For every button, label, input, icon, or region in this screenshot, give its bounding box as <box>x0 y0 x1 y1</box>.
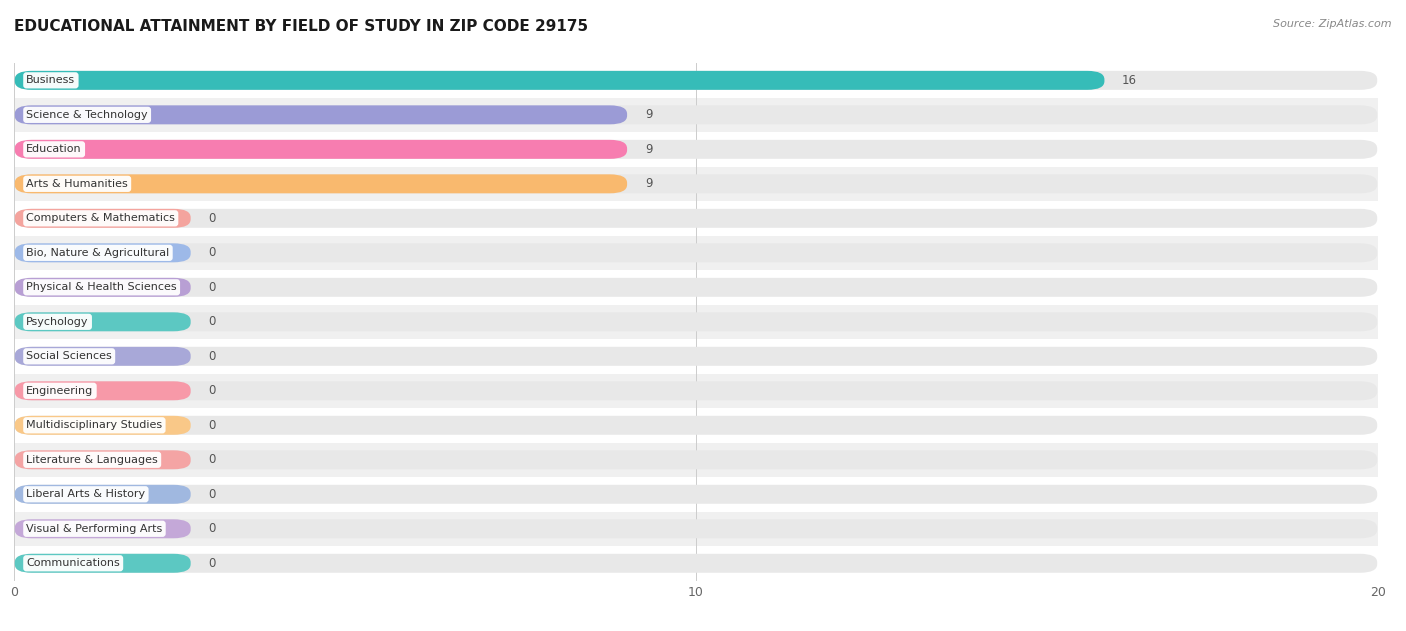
FancyBboxPatch shape <box>14 174 1378 193</box>
Text: 16: 16 <box>1122 74 1137 87</box>
FancyBboxPatch shape <box>14 105 1378 124</box>
Text: Psychology: Psychology <box>27 317 89 327</box>
FancyBboxPatch shape <box>14 140 627 159</box>
Text: 0: 0 <box>208 557 215 570</box>
Bar <box>14 546 1378 581</box>
FancyBboxPatch shape <box>14 485 1378 504</box>
Bar <box>14 477 1378 512</box>
FancyBboxPatch shape <box>14 312 1378 331</box>
FancyBboxPatch shape <box>14 554 1378 573</box>
Text: EDUCATIONAL ATTAINMENT BY FIELD OF STUDY IN ZIP CODE 29175: EDUCATIONAL ATTAINMENT BY FIELD OF STUDY… <box>14 19 588 34</box>
Bar <box>14 201 1378 235</box>
FancyBboxPatch shape <box>14 209 1378 228</box>
FancyBboxPatch shape <box>14 519 191 538</box>
Text: Multidisciplinary Studies: Multidisciplinary Studies <box>27 420 163 430</box>
Bar <box>14 374 1378 408</box>
Bar <box>14 98 1378 132</box>
FancyBboxPatch shape <box>14 381 191 400</box>
Text: 0: 0 <box>208 350 215 363</box>
Bar <box>14 235 1378 270</box>
Text: 9: 9 <box>645 177 652 191</box>
FancyBboxPatch shape <box>14 278 191 297</box>
Text: 0: 0 <box>208 522 215 535</box>
FancyBboxPatch shape <box>14 416 191 435</box>
FancyBboxPatch shape <box>14 105 627 124</box>
Bar <box>14 167 1378 201</box>
Text: Engineering: Engineering <box>27 386 94 396</box>
Text: Science & Technology: Science & Technology <box>27 110 148 120</box>
FancyBboxPatch shape <box>14 381 1378 400</box>
Text: Education: Education <box>27 144 82 155</box>
FancyBboxPatch shape <box>14 451 191 469</box>
Text: 0: 0 <box>208 281 215 294</box>
Text: Communications: Communications <box>27 558 120 569</box>
FancyBboxPatch shape <box>14 244 1378 262</box>
Bar <box>14 305 1378 339</box>
Text: 0: 0 <box>208 316 215 328</box>
Text: Computers & Mathematics: Computers & Mathematics <box>27 213 176 223</box>
Text: 0: 0 <box>208 488 215 501</box>
Bar <box>14 408 1378 442</box>
Text: Physical & Health Sciences: Physical & Health Sciences <box>27 282 177 292</box>
Text: 9: 9 <box>645 109 652 121</box>
FancyBboxPatch shape <box>14 140 1378 159</box>
FancyBboxPatch shape <box>14 519 1378 538</box>
Text: 9: 9 <box>645 143 652 156</box>
FancyBboxPatch shape <box>14 312 191 331</box>
Bar <box>14 132 1378 167</box>
Text: Source: ZipAtlas.com: Source: ZipAtlas.com <box>1274 19 1392 29</box>
FancyBboxPatch shape <box>14 71 1105 90</box>
Text: 0: 0 <box>208 212 215 225</box>
Bar <box>14 512 1378 546</box>
FancyBboxPatch shape <box>14 451 1378 469</box>
Bar <box>14 63 1378 98</box>
FancyBboxPatch shape <box>14 209 191 228</box>
FancyBboxPatch shape <box>14 71 1378 90</box>
Text: 0: 0 <box>208 384 215 398</box>
Text: Social Sciences: Social Sciences <box>27 351 112 362</box>
Text: Bio, Nature & Agricultural: Bio, Nature & Agricultural <box>27 248 170 258</box>
Text: Arts & Humanities: Arts & Humanities <box>27 179 128 189</box>
FancyBboxPatch shape <box>14 347 191 366</box>
Text: 0: 0 <box>208 246 215 259</box>
FancyBboxPatch shape <box>14 554 191 573</box>
Text: Visual & Performing Arts: Visual & Performing Arts <box>27 524 163 534</box>
Bar <box>14 270 1378 305</box>
Text: Literature & Languages: Literature & Languages <box>27 455 157 465</box>
Text: Business: Business <box>27 75 76 85</box>
FancyBboxPatch shape <box>14 485 191 504</box>
FancyBboxPatch shape <box>14 244 191 262</box>
Bar <box>14 442 1378 477</box>
FancyBboxPatch shape <box>14 174 627 193</box>
Text: 0: 0 <box>208 419 215 432</box>
Text: Liberal Arts & History: Liberal Arts & History <box>27 489 145 499</box>
FancyBboxPatch shape <box>14 416 1378 435</box>
Bar <box>14 339 1378 374</box>
FancyBboxPatch shape <box>14 347 1378 366</box>
FancyBboxPatch shape <box>14 278 1378 297</box>
Text: 0: 0 <box>208 453 215 466</box>
